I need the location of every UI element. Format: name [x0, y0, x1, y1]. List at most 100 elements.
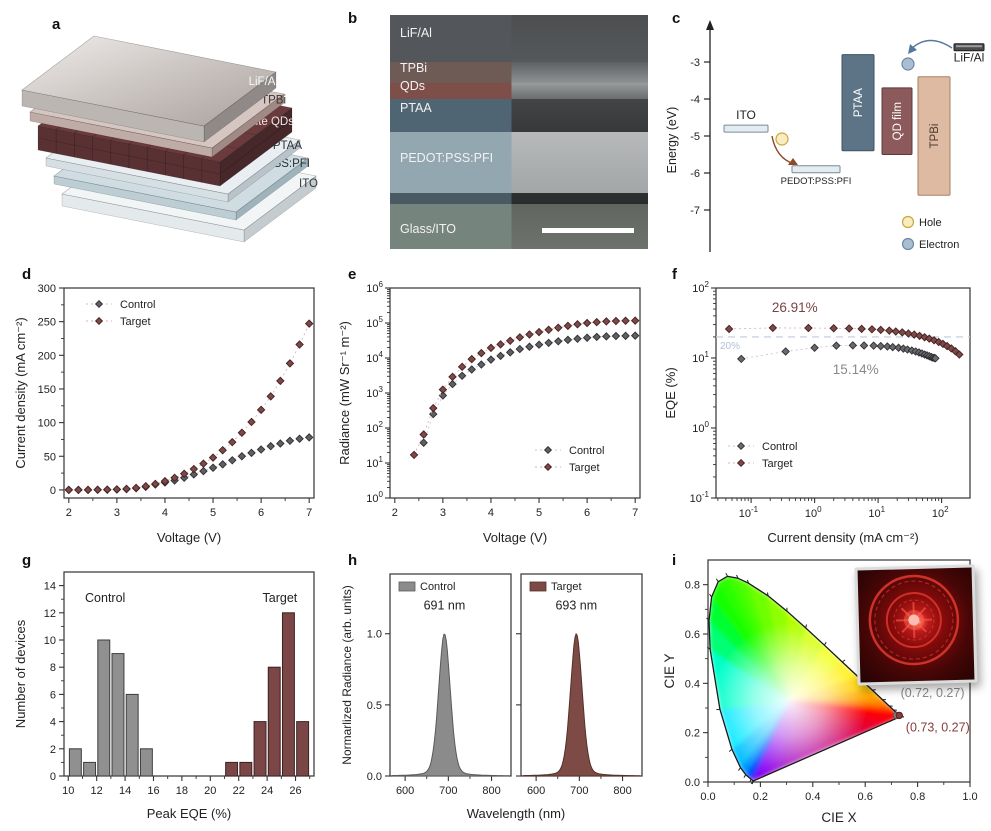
y-axis-label: EQE (%) — [663, 367, 678, 418]
panel-label-c: c — [672, 10, 681, 27]
group-label: Target — [263, 591, 298, 605]
svg-text:0.4: 0.4 — [685, 678, 700, 690]
cie-gamut-fill — [709, 576, 901, 781]
svg-text:1.0: 1.0 — [367, 629, 382, 641]
svg-text:14: 14 — [44, 581, 56, 593]
eqe-current-density-chart: 10-1 100 101 102 10-1 100 101 102 Current densit… — [663, 280, 971, 545]
legend-label: Target — [120, 316, 151, 328]
spectrum-panel-control: 600 700 800 0.0 0.5 1.0 Control 691 nm — [367, 573, 512, 797]
cie-point-control: (0.72, 0.27) — [892, 686, 965, 720]
sem-layer-lif-al: LiF/Al — [390, 15, 648, 62]
legend-label: Target — [762, 458, 793, 470]
electron-carrier — [901, 57, 915, 71]
svg-text:700: 700 — [570, 785, 588, 797]
el-spectra-chart: 600 700 800 0.0 0.5 1.0 Control 691 nm 600 700 800… — [340, 573, 643, 821]
svg-text:20: 20 — [204, 785, 216, 797]
svg-text:-6: -6 — [690, 168, 700, 180]
sem-layer-label: QDs — [400, 78, 425, 93]
legend-label: Target — [551, 581, 582, 593]
hole-carrier — [775, 132, 789, 146]
panel-label-b: b — [348, 10, 358, 27]
sem-layer-qds: QDs — [390, 79, 648, 100]
bar-label: QD film — [892, 102, 904, 140]
sem-cross-section-image: LiF/Al TPBi QDs PTAA PEDOT:PSS:PFI Glass/ITO — [390, 15, 648, 249]
energy-bar-tpbi: TPBi — [917, 76, 951, 196]
panel-eqe-histogram: g 10 12 14 16 18 20 22 24 26 0 2 4 6 8 10 12 14 Peak EQE … — [10, 552, 328, 828]
svg-text:4: 4 — [50, 717, 56, 729]
panel-energy-diagram: c -3 -4 -5 -6 -7 Energy (eV) PTAA QD film TPBi IT… — [660, 6, 986, 258]
legend-label: Control — [120, 299, 155, 311]
sem-layer-pedot-pss-pfi: PEDOT:PSS:PFI — [390, 131, 648, 193]
svg-text:0: 0 — [50, 485, 56, 497]
series-control — [737, 341, 940, 364]
svg-text:26: 26 — [289, 785, 301, 797]
svg-text:103: 103 — [366, 385, 383, 400]
energy-diagram: -3 -4 -5 -6 -7 Energy (eV) — [665, 20, 953, 252]
svg-text:16: 16 — [147, 785, 159, 797]
svg-text:0.0: 0.0 — [685, 777, 700, 789]
sem-layer-label: PTAA — [400, 101, 432, 116]
energy-bar-ptaa: PTAA — [841, 54, 875, 152]
svg-text:1.0: 1.0 — [962, 791, 977, 803]
svg-text:10: 10 — [44, 635, 56, 647]
panel-label-h: h — [348, 552, 358, 569]
svg-text:2: 2 — [66, 507, 72, 519]
sem-layer-label: PEDOT:PSS:PFI — [400, 150, 494, 165]
layer-label: LiF/Al — [249, 76, 278, 88]
panel-label-g: g — [22, 552, 32, 569]
refline-label: 20% — [720, 341, 740, 352]
svg-text:24: 24 — [261, 785, 273, 797]
svg-text:800: 800 — [482, 785, 500, 797]
series-control — [419, 331, 640, 447]
plot-frame — [389, 287, 641, 499]
panel-radiance-curve: e 2 3 4 5 6 7 100 101 102 103 104 105 106 Voltage (V)… — [336, 262, 654, 548]
svg-text:10: 10 — [62, 785, 74, 797]
layer-label: ITO — [299, 178, 318, 190]
svg-text:50: 50 — [44, 451, 56, 463]
panel-cie-diagram: i 0.0 0.2 0.4 0.6 0.8 1.0 0.0 0.2 0.4 0.6 0.8 CIE X… — [660, 552, 986, 828]
legend-swatch — [529, 581, 547, 592]
histogram-target: Target — [225, 591, 310, 777]
svg-text:6: 6 — [584, 507, 590, 519]
svg-text:10-1: 10-1 — [690, 490, 710, 505]
x-axis-label: Peak EQE (%) — [147, 806, 232, 821]
svg-text:18: 18 — [176, 785, 188, 797]
panel-label-e: e — [348, 266, 357, 283]
svg-text:2: 2 — [392, 507, 398, 519]
spectrum-panel-target: 600 700 800 Target 693 nm — [516, 573, 643, 797]
svg-text:800: 800 — [613, 785, 631, 797]
svg-text:100: 100 — [38, 418, 56, 430]
series-target — [724, 323, 964, 359]
plot-frame — [63, 571, 315, 777]
svg-text:7: 7 — [632, 507, 638, 519]
bar-label: TPBi — [929, 124, 941, 149]
energy-bar-qd-film: QD film — [881, 87, 913, 155]
svg-text:104: 104 — [366, 350, 383, 365]
carrier-legend: Hole Electron — [901, 215, 959, 251]
legend-label: Hole — [919, 217, 942, 229]
svg-text:0.8: 0.8 — [910, 791, 925, 803]
panel-el-spectra: h 600 700 800 0.0 0.5 1.0 Control 691 nm 600 700 8… — [336, 552, 654, 828]
electrode-label: LiF/Al — [954, 51, 985, 65]
plot-frame — [715, 287, 971, 499]
svg-text:-5: -5 — [690, 131, 700, 143]
scale-bar — [542, 228, 634, 233]
electrode-ito: ITO — [723, 108, 769, 133]
svg-text:4: 4 — [162, 507, 168, 519]
electrode-pedot-pss-pfi: PEDOT:PSS:PFI — [781, 165, 851, 187]
electrode-label: ITO — [736, 108, 756, 122]
sem-layer-glass-ito: Glass/ITO — [390, 204, 648, 249]
svg-text:0.6: 0.6 — [858, 791, 873, 803]
svg-text:6: 6 — [258, 507, 264, 519]
cie-point-target: (0.73, 0.27) — [895, 711, 970, 734]
annotation-0: 26.91% — [772, 300, 818, 315]
panel-sem-cross-section: b LiF/Al TPBi QDs PTAA PEDOT:PSS:PFI Glass/IT… — [336, 6, 654, 258]
group-label: Control — [85, 591, 125, 605]
svg-text:10-1: 10-1 — [739, 505, 759, 520]
cie-point-label: (0.72, 0.27) — [901, 686, 965, 700]
svg-text:0.4: 0.4 — [805, 791, 820, 803]
svg-text:-3: -3 — [690, 57, 700, 69]
sem-layer-label: LiF/Al — [400, 25, 432, 40]
